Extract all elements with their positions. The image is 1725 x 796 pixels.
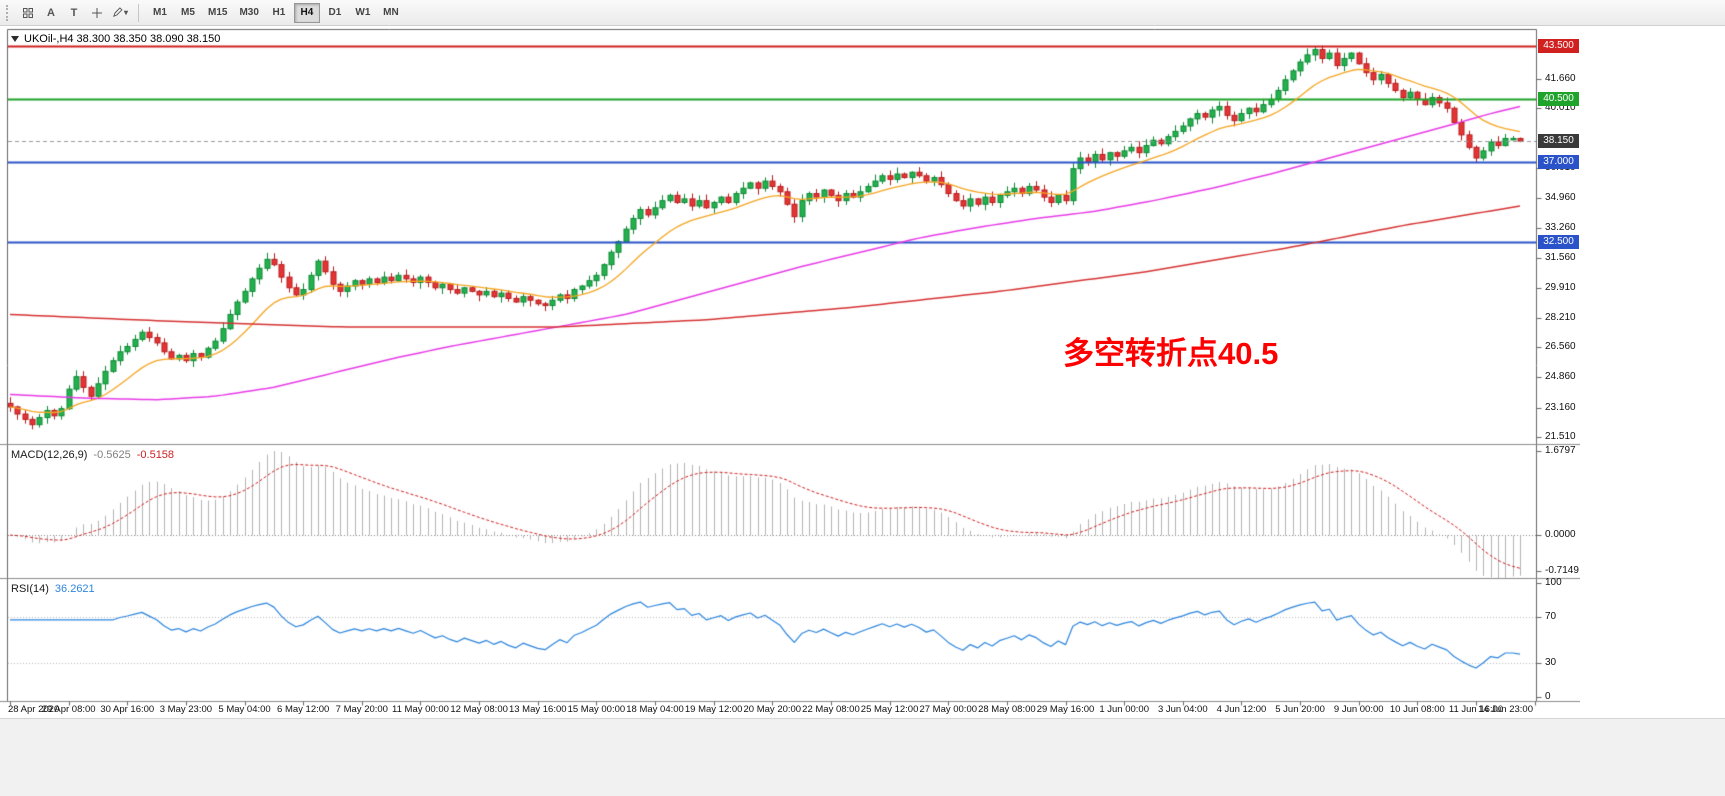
timeframe-button-m1[interactable]: M1: [147, 3, 173, 23]
text-tool-button[interactable]: T: [63, 3, 85, 23]
pencil-icon: [113, 7, 123, 17]
drawing-tools-dropdown[interactable]: ▾: [109, 3, 131, 23]
toolbar-drag-handle[interactable]: [6, 4, 11, 21]
font-tool-icon: A: [47, 6, 55, 19]
status-area: [0, 718, 1725, 796]
main-toolbar: A T ▾ M1 M5 M15 M30 H1 H4 D1 W1 MN: [0, 0, 1725, 26]
crosshair-tool-button[interactable]: [86, 3, 108, 23]
price-chart-canvas[interactable]: [0, 26, 1580, 718]
charts-grid-button[interactable]: [17, 3, 39, 23]
timeframe-button-h1[interactable]: H1: [266, 3, 292, 23]
charts-grid-icon: [23, 7, 33, 18]
timeframe-button-d1[interactable]: D1: [322, 3, 348, 23]
timeframe-button-m5[interactable]: M5: [175, 3, 201, 23]
timeframe-button-mn[interactable]: MN: [378, 3, 404, 23]
toolbar-separator: [138, 3, 139, 22]
timeframe-button-h4[interactable]: H4: [293, 2, 320, 23]
font-tool-button[interactable]: A: [40, 3, 62, 23]
crosshair-icon: [92, 7, 102, 18]
timeframe-button-w1[interactable]: W1: [350, 3, 376, 23]
timeframe-button-m30[interactable]: M30: [234, 3, 263, 23]
timeframe-button-m15[interactable]: M15: [203, 3, 232, 23]
chevron-down-icon: ▾: [123, 8, 128, 17]
timeframe-button-group: M1 M5 M15 M30 H1 H4 D1 W1 MN: [146, 2, 405, 23]
chart-window: UKOil-,H4 38.300 38.350 38.090 38.150 MA…: [0, 26, 1580, 718]
text-tool-icon: T: [70, 6, 78, 19]
